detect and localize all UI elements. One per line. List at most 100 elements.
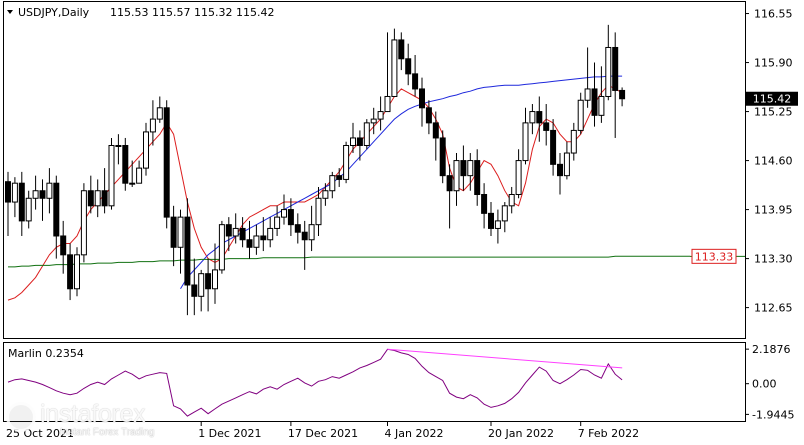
bear-candle: [53, 182, 60, 237]
current-price-label: 115.42: [753, 93, 792, 106]
symbol-label: USDJPY,Daily: [18, 6, 90, 19]
bear-candle: [543, 122, 550, 131]
bear-candle: [163, 107, 170, 218]
date-tick-label: 17 Dec 2021: [288, 427, 358, 440]
bull-candle: [391, 39, 398, 97]
main-plot-area: [5, 24, 745, 316]
bear-candle: [260, 235, 267, 241]
level-price-box: [691, 248, 737, 264]
bear-candle: [536, 111, 543, 124]
bear-candle: [425, 107, 432, 124]
current-price-box: [746, 91, 798, 106]
bull-candle: [198, 273, 205, 297]
bear-candle: [591, 88, 598, 116]
bear-candle: [39, 190, 46, 199]
bear-candle: [294, 224, 301, 233]
bull-candle: [315, 197, 322, 226]
bull-candle: [232, 227, 239, 237]
bear-candle: [550, 129, 557, 165]
ma-mid-line: [180, 75, 623, 290]
bear-candle: [412, 73, 419, 90]
bull-candle: [11, 182, 18, 203]
bull-candle: [598, 95, 605, 116]
bear-candle: [122, 144, 129, 184]
price-axis: 116.55 115.90 115.25 114.60 113.95 113.30 112.…: [745, 8, 793, 315]
bull-candle: [149, 118, 156, 133]
bear-candle: [5, 181, 11, 203]
bear-candle: [67, 254, 74, 290]
marlin-line: [7, 348, 623, 417]
bull-candle: [515, 160, 522, 196]
indicator-label: Marlin 0.2354: [8, 347, 84, 360]
bear-candle: [225, 224, 232, 237]
bull-candle: [177, 216, 184, 248]
date-tick-label: 7 Feb 2022: [578, 427, 639, 440]
bull-candle: [308, 224, 315, 241]
bear-candle: [239, 227, 246, 241]
bull-candle: [108, 144, 115, 207]
bull-candle: [370, 118, 377, 124]
price-tick-label: 115.90: [754, 57, 793, 70]
level-price-label: 113.33: [695, 250, 734, 263]
bear-candle: [60, 235, 67, 256]
bull-candle: [577, 99, 584, 131]
bull-candle: [584, 88, 591, 101]
bull-candle: [218, 224, 225, 271]
osc-tick-label: 2.1876: [752, 343, 791, 356]
bull-candle: [350, 137, 356, 146]
bear-candle: [18, 182, 25, 222]
bear-candle: [439, 137, 446, 177]
bull-candle: [25, 197, 32, 222]
date-tick-label: 4 Jan 2022: [385, 427, 444, 440]
bear-candle: [446, 175, 453, 192]
bull-candle: [156, 107, 163, 120]
bull-candle: [377, 111, 384, 120]
ma-slow-line: [8, 255, 690, 268]
bear-candle: [557, 163, 563, 177]
bear-candle: [246, 239, 253, 248]
bear-candle: [184, 216, 191, 286]
bear-candle: [612, 46, 619, 91]
bear-candle: [287, 209, 294, 226]
oscillator-plot-area: [7, 348, 623, 417]
date-axis: 1 Dec 2021 17 Dec 2021 4 Jan 2022 20 Jan 20…: [198, 422, 639, 440]
osc-tick-label: -1.9445: [752, 408, 794, 421]
bull-candle: [384, 95, 391, 113]
bear-candle: [405, 58, 412, 75]
bear-candle: [191, 284, 198, 297]
bull-candle: [529, 111, 536, 124]
instaforex-logo-icon: [6, 402, 36, 432]
bull-candle: [32, 190, 39, 199]
price-tick-label: 113.30: [754, 253, 793, 266]
bull-candle: [322, 190, 329, 199]
bear-candle: [170, 216, 177, 248]
bear-candle: [101, 190, 108, 207]
bull-candle: [143, 131, 149, 169]
dropdown-arrow-icon[interactable]: [7, 10, 13, 14]
watermark-name: instaforex: [40, 400, 146, 428]
price-tick-label: 114.60: [754, 155, 793, 168]
bull-candle: [453, 160, 460, 192]
divergence-line: [387, 348, 623, 369]
oscillator-axis: 2.1876 0.00 -1.9445: [745, 343, 794, 421]
price-tick-label: 112.65: [754, 302, 793, 315]
bear-candle: [301, 231, 308, 241]
bull-candle: [508, 194, 515, 207]
bull-candle: [281, 209, 287, 218]
bull-candle: [329, 175, 336, 192]
bull-candle: [494, 220, 501, 229]
watermark-tagline: Instant Forex Trading: [60, 427, 155, 438]
bear-candle: [460, 160, 467, 177]
bear-candle: [205, 273, 212, 290]
bull-candle: [115, 144, 122, 147]
bull-candle: [522, 122, 529, 162]
bull-candle: [467, 160, 474, 177]
price-tick-label: 113.95: [754, 204, 793, 217]
bull-candle: [212, 269, 218, 290]
date-tick-label: 20 Jan 2022: [488, 427, 554, 440]
osc-tick-label: 0.00: [752, 378, 777, 391]
bear-candle: [488, 212, 494, 229]
ohlc-values: 115.53 115.57 115.32 115.42: [110, 6, 274, 19]
